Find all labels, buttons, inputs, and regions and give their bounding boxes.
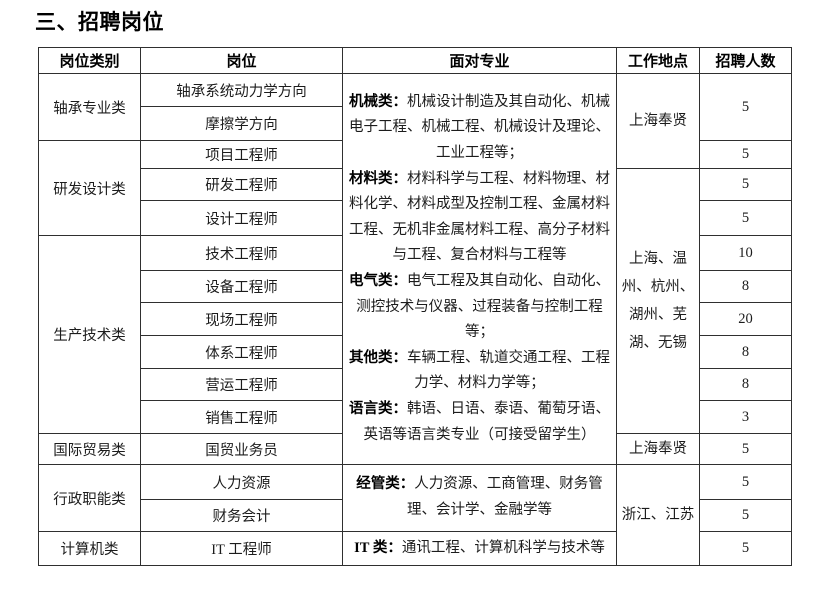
headcount-cell-it: 5 xyxy=(699,531,792,566)
majors-segment-management: 经管类：人力资源、工商管理、财务管理、会计学、金融学等 xyxy=(356,476,603,518)
category-cell-computer: 计算机类 xyxy=(38,531,141,566)
headcount-cell-design: 5 xyxy=(699,200,792,236)
headcount-cell-operation: 8 xyxy=(699,368,792,401)
table-row: 财务会计 5 xyxy=(39,499,792,532)
table-row: 研发工程师 上海、温州、杭州、湖州、芜湖、无锡 5 xyxy=(39,168,792,434)
table-row: 设计工程师 5 xyxy=(39,200,792,236)
position-cell-operation: 营运工程师 xyxy=(140,368,343,401)
position-cell-sales: 销售工程师 xyxy=(140,400,343,434)
majors-segment-electrical: 电气类：电气工程及其自动化、自动化、测控技术与仪器、过程装备与控制工程等； xyxy=(349,273,610,341)
majors-segment-other: 其他类：车辆工程、轨道交通工程、工程力学、材料力学等； xyxy=(349,349,610,392)
headcount-cell-rnd: 5 xyxy=(699,168,792,201)
table-row: 计算机类 IT 工程师 IT 类：通讯工程、计算机科学与技术等 5 xyxy=(38,531,792,566)
majors-cell-it: IT 类：通讯工程、计算机科学与技术等 xyxy=(342,531,617,566)
table-row: 轴承专业类 轴承系统动力学方向 机械类：机械设计制造及其自动化、机械电子工程、机… xyxy=(38,73,792,465)
position-cell-field: 现场工程师 xyxy=(140,302,343,336)
table-row: 行政职能类 人力资源 经管类：人力资源、工商管理、财务管理、会计学、金融学等 浙… xyxy=(38,464,792,566)
table-row: 现场工程师 20 xyxy=(39,302,792,336)
headcount-cell-field: 20 xyxy=(699,302,792,336)
position-cell-hr: 人力资源 xyxy=(140,464,343,500)
category-cell-admin: 行政职能类 xyxy=(38,464,141,532)
headcount-cell-intl-trade: 5 xyxy=(699,433,792,465)
position-cell-it: IT 工程师 xyxy=(140,531,343,566)
category-cell-bearing: 轴承专业类 xyxy=(38,73,141,141)
category-cell-production: 生产技术类 xyxy=(38,235,141,434)
table-row: 体系工程师 8 xyxy=(39,335,792,369)
headcount-cell-bearing: 5 xyxy=(699,73,792,141)
majors-segment-it: IT 类：通讯工程、计算机科学与技术等 xyxy=(354,539,605,556)
position-cell-tech: 技术工程师 xyxy=(140,235,343,271)
table-row: 研发设计类 项目工程师 5 xyxy=(38,140,792,236)
table-row: 生产技术类 技术工程师 10 xyxy=(38,235,792,434)
category-cell-trade: 国际贸易类 xyxy=(38,433,141,465)
majors-cell-main: 机械类：机械设计制造及其自动化、机械电子工程、机械工程、机械设计及理论、工业工程… xyxy=(342,73,617,465)
majors-segment-materials: 材料类：材料科学与工程、材料物理、材料化学、材料成型及控制工程、金属材料工程、无… xyxy=(349,170,610,264)
table-row: 营运工程师 8 xyxy=(39,368,792,401)
header-location: 工作地点 xyxy=(616,47,700,74)
header-category: 岗位类别 xyxy=(38,47,141,74)
majors-segment-language: 语言类：韩语、日语、泰语、葡萄牙语、英语等语言类专业（可接受留学生） xyxy=(349,400,610,443)
recruitment-table: 岗位类别 岗位 面对专业 工作地点 招聘人数 轴承专业类 轴承系统动力学方向 机… xyxy=(38,47,792,566)
position-cell-tribology: 摩擦学方向 xyxy=(140,106,343,141)
table-row: 国际贸易类 国贸业务员 上海奉贤 5 xyxy=(38,433,792,465)
location-cell-fengxian-top: 上海奉贤 xyxy=(616,73,700,169)
headcount-cell-finance: 5 xyxy=(699,499,792,532)
location-cell-zhejiang-jiangsu: 浙江、江苏 xyxy=(616,464,700,566)
position-cell-equipment: 设备工程师 xyxy=(140,270,343,303)
majors-cell-management: 经管类：人力资源、工商管理、财务管理、会计学、金融学等 xyxy=(342,464,617,532)
location-cell-multi-city: 上海、温州、杭州、湖州、芜湖、无锡 xyxy=(616,168,700,434)
table-header-row: 岗位类别 岗位 面对专业 工作地点 招聘人数 xyxy=(38,47,792,74)
header-majors: 面对专业 xyxy=(342,47,617,74)
table-row: 摩擦学方向 xyxy=(39,106,792,141)
position-cell-rnd: 研发工程师 xyxy=(140,168,343,201)
position-cell-project: 项目工程师 xyxy=(140,140,343,169)
table-row: 设备工程师 8 xyxy=(39,270,792,303)
category-cell-rnd: 研发设计类 xyxy=(38,140,141,236)
position-cell-system: 体系工程师 xyxy=(140,335,343,369)
majors-segment-mechanical: 机械类：机械设计制造及其自动化、机械电子工程、机械工程、机械设计及理论、工业工程… xyxy=(349,93,610,162)
headcount-cell-equipment: 8 xyxy=(699,270,792,303)
location-cell-fengxian-trade: 上海奉贤 xyxy=(616,433,700,465)
position-cell-bearing-dynamics: 轴承系统动力学方向 xyxy=(140,73,343,107)
page-title: 三、招聘岗位 xyxy=(35,10,164,34)
header-position: 岗位 xyxy=(140,47,343,74)
headcount-cell-tech: 10 xyxy=(699,235,792,271)
position-cell-finance: 财务会计 xyxy=(140,499,343,532)
position-cell-design: 设计工程师 xyxy=(140,200,343,236)
header-headcount: 招聘人数 xyxy=(699,47,792,74)
table-row: 销售工程师 3 xyxy=(39,400,792,434)
headcount-cell-sales: 3 xyxy=(699,400,792,434)
headcount-cell-hr: 5 xyxy=(699,464,792,500)
headcount-cell-system: 8 xyxy=(699,335,792,369)
position-cell-intl-trade: 国贸业务员 xyxy=(140,433,343,465)
headcount-cell-project: 5 xyxy=(699,140,792,169)
